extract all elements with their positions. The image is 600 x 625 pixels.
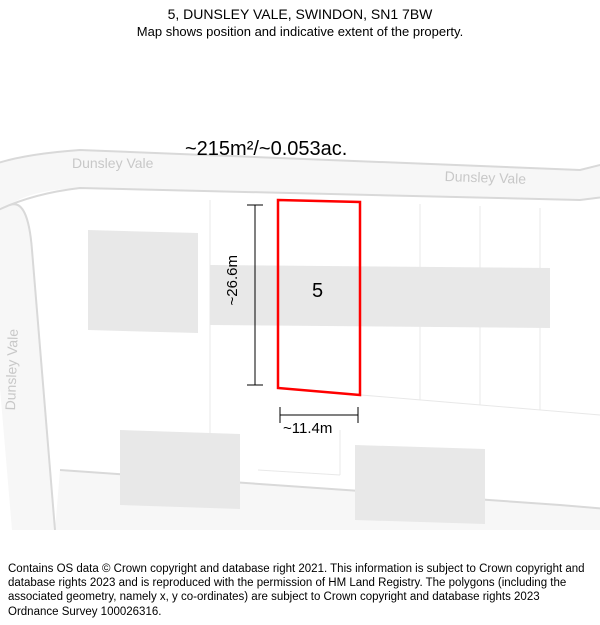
map-svg <box>0 50 600 530</box>
street-name-label: Dunsley Vale <box>444 168 526 187</box>
page-subtitle: Map shows position and indicative extent… <box>0 24 600 39</box>
map-container: ~215m²/~0.053ac. ~26.6m ~11.4m 5 Dunsley… <box>0 50 600 530</box>
header: 5, DUNSLEY VALE, SWINDON, SN1 7BW Map sh… <box>0 0 600 39</box>
copyright-footer: Contains OS data © Crown copyright and d… <box>8 562 592 620</box>
plot-number: 5 <box>312 280 323 303</box>
width-measurement: ~11.4m <box>283 420 332 437</box>
height-measurement: ~26.6m <box>224 255 241 305</box>
area-measurement: ~215m²/~0.053ac. <box>185 138 347 161</box>
parcel-lines-group <box>210 200 600 475</box>
building <box>210 265 550 328</box>
page-title: 5, DUNSLEY VALE, SWINDON, SN1 7BW <box>0 6 600 22</box>
street-name-label: Dunsley Vale <box>2 329 21 411</box>
building <box>355 445 485 524</box>
buildings-group <box>88 230 550 524</box>
building <box>120 430 240 509</box>
page: 5, DUNSLEY VALE, SWINDON, SN1 7BW Map sh… <box>0 0 600 625</box>
parcel-line <box>258 470 340 475</box>
building <box>88 230 198 333</box>
street-name-label: Dunsley Vale <box>72 155 153 171</box>
